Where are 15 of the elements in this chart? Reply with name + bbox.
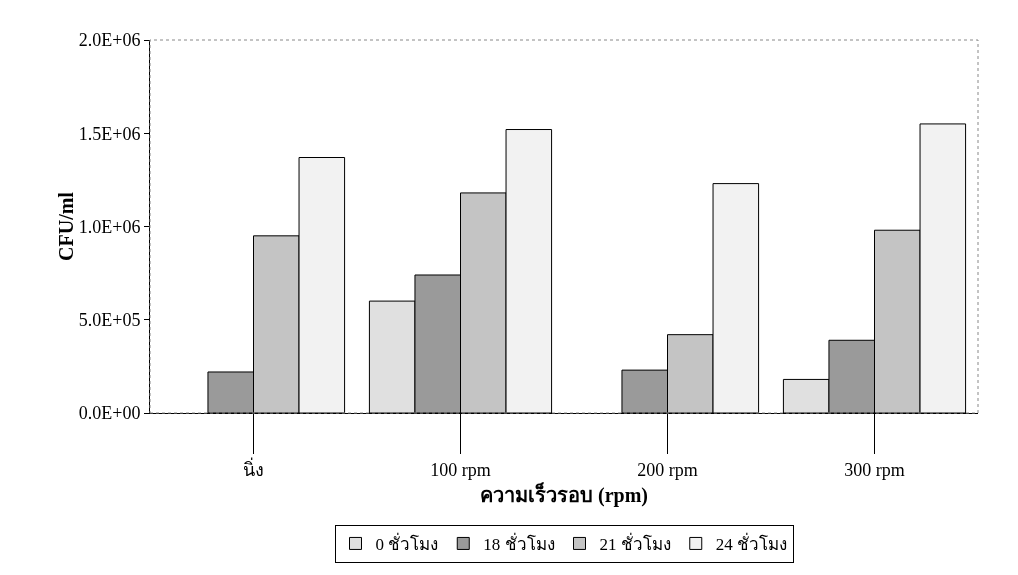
legend-label: 18 ชั่วโมง [483,532,555,555]
y-tick-label: 1.5E+06 [78,123,141,144]
y-tick-label: 5.0E+05 [78,310,141,331]
legend-label: 0 ชั่วโมง [375,532,439,555]
y-axis-title: CFU/ml [54,191,77,261]
x-tick-label: 200 rpm [637,459,698,480]
x-tick-label: 100 rpm [430,459,491,480]
legend-label: 24 ชั่วโมง [715,532,787,555]
y-tick-label: 1.0E+06 [78,216,141,237]
x-tick-label: นิ่ง [243,456,264,480]
x-tick-label: 300 rpm [844,459,905,480]
x-axis-title: ความเร็วรอบ (rpm) [480,481,648,507]
y-tick-label: 2.0E+06 [78,30,141,51]
legend-label: 21 ชั่วโมง [599,532,671,555]
y-tick-label: 0.0E+00 [78,403,141,424]
